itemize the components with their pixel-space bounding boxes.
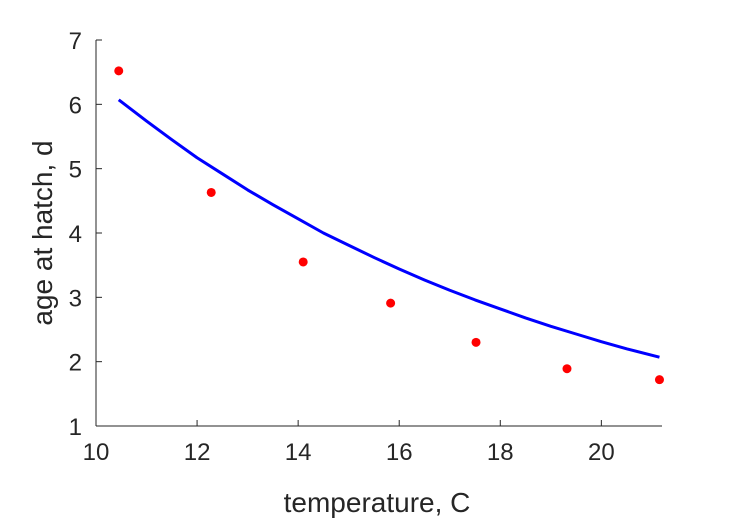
y-tick-label: 6 (69, 92, 82, 119)
data-point (206, 187, 216, 197)
x-tick-label: 10 (83, 439, 110, 466)
x-tick-label: 12 (184, 439, 211, 466)
y-tick-label: 4 (69, 221, 82, 248)
data-point (386, 298, 396, 308)
x-tick-label: 20 (588, 439, 615, 466)
y-tick-label: 5 (69, 157, 82, 184)
plot-marks (114, 66, 664, 385)
x-axis-label: temperature, C (284, 487, 471, 518)
y-tick-label: 1 (69, 414, 82, 441)
y-tick-label: 7 (69, 28, 82, 55)
data-point (562, 364, 572, 374)
y-tick-label: 2 (69, 350, 82, 377)
x-tick-label: 16 (386, 439, 413, 466)
fit-curve (117, 98, 660, 359)
x-tick-label: 18 (487, 439, 514, 466)
x-tick-label: 14 (285, 439, 312, 466)
data-point (471, 337, 481, 347)
data-point (114, 66, 124, 76)
data-point (298, 257, 308, 267)
data-point (654, 375, 664, 385)
y-tick-label: 3 (69, 285, 82, 312)
y-axis-label: age at hatch, d (27, 140, 58, 325)
